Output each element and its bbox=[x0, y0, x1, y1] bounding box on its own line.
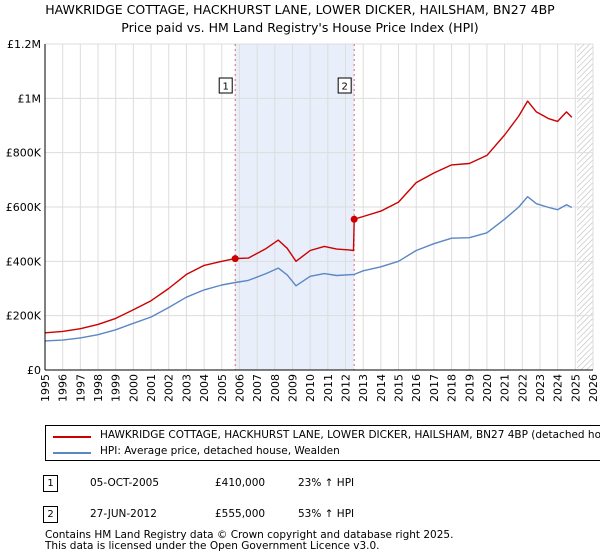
chart-subtitle: Price paid vs. HM Land Registry's House … bbox=[121, 20, 479, 35]
x-tick-label: 1995 bbox=[39, 374, 52, 402]
legend-swatch-hpi bbox=[53, 452, 91, 454]
sale-row-1: 1 05-OCT-2005 £410,000 23% ↑ HPI bbox=[0, 475, 600, 495]
x-tick-label: 2005 bbox=[216, 374, 229, 402]
x-tick-label: 2012 bbox=[340, 374, 353, 402]
sale-marker-box bbox=[218, 77, 233, 94]
sale-marker-badge: 1 bbox=[43, 475, 58, 492]
x-tick-label: 2024 bbox=[552, 374, 565, 402]
x-tick-label: 2025 bbox=[569, 374, 582, 402]
x-tick-label: 2015 bbox=[393, 374, 406, 402]
x-tick-label: 2003 bbox=[180, 374, 193, 402]
sale-marker-box bbox=[337, 77, 352, 94]
sale-price: £410,000 bbox=[215, 477, 266, 489]
x-tick-label: 2017 bbox=[428, 374, 441, 402]
footer-copyright: Contains HM Land Registry data © Crown c… bbox=[45, 529, 454, 541]
sale-marker-label: 2 bbox=[341, 82, 347, 93]
sale-price: £555,000 bbox=[215, 508, 266, 520]
legend-swatch-property bbox=[53, 436, 91, 438]
footer: Contains HM Land Registry data © Crown c… bbox=[45, 530, 453, 552]
legend: HAWKRIDGE COTTAGE, HACKHURST LANE, LOWER… bbox=[45, 425, 600, 461]
x-tick-label: 2022 bbox=[516, 374, 529, 402]
y-tick-label: £0 bbox=[27, 364, 41, 377]
y-tick-label: £200K bbox=[6, 310, 42, 323]
legend-label-hpi: HPI: Average price, detached house, Weal… bbox=[100, 445, 340, 457]
x-tick-label: 1996 bbox=[57, 374, 70, 402]
sale-date: 05-OCT-2005 bbox=[90, 477, 159, 489]
chart-title: HAWKRIDGE COTTAGE, HACKHURST LANE, LOWER… bbox=[45, 2, 555, 17]
x-tick-label: 1997 bbox=[74, 374, 87, 402]
x-tick-label: 2000 bbox=[127, 374, 140, 402]
x-tick-label: 2001 bbox=[145, 374, 158, 402]
sale-point bbox=[231, 255, 239, 263]
x-tick-label: 2011 bbox=[322, 374, 335, 402]
y-tick-label: £400K bbox=[6, 255, 42, 268]
sale-hpi-change: 23% ↑ HPI bbox=[298, 477, 355, 489]
x-tick-label: 2002 bbox=[163, 374, 176, 402]
hpi-line bbox=[44, 196, 573, 342]
x-tick-label: 2019 bbox=[463, 374, 476, 402]
sale-row-2: 2 27-JUN-2012 £555,000 53% ↑ HPI bbox=[0, 506, 600, 526]
x-tick-label: 2009 bbox=[286, 374, 299, 402]
y-tick-label: £1M bbox=[18, 92, 42, 105]
x-tick-label: 2016 bbox=[410, 374, 423, 402]
sale-point bbox=[350, 215, 358, 223]
footer-licence: This data is licensed under the Open Gov… bbox=[45, 540, 380, 552]
x-tick-label: 2026 bbox=[587, 374, 600, 402]
x-tick-label: 2008 bbox=[269, 374, 282, 402]
sale-date: 27-JUN-2012 bbox=[90, 508, 157, 520]
sale-marker-badge: 2 bbox=[43, 506, 58, 523]
x-tick-label: 2010 bbox=[304, 374, 317, 402]
sale-marker-label: 1 bbox=[223, 82, 229, 93]
legend-label-property: HAWKRIDGE COTTAGE, HACKHURST LANE, LOWER… bbox=[100, 429, 600, 441]
x-tick-label: 1998 bbox=[92, 374, 105, 402]
property-price-line bbox=[44, 100, 573, 334]
x-tick-label: 2006 bbox=[233, 374, 246, 402]
x-tick-label: 2021 bbox=[499, 374, 512, 402]
x-tick-label: 2020 bbox=[481, 374, 494, 402]
y-tick-label: £800K bbox=[6, 147, 42, 160]
x-tick-label: 2023 bbox=[534, 374, 547, 402]
x-tick-label: 2007 bbox=[251, 374, 264, 402]
x-tick-label: 2013 bbox=[357, 374, 370, 402]
x-tick-label: 2014 bbox=[375, 374, 388, 402]
x-tick-label: 2004 bbox=[198, 374, 211, 402]
y-tick-label: £600K bbox=[6, 201, 42, 214]
price-chart: 1 2 £0 £200K £400K £600K £800K £1M £1.2M 1995 199… bbox=[6, 38, 600, 402]
y-tick-label: £1.2M bbox=[7, 38, 41, 51]
x-tick-label: 2018 bbox=[446, 374, 459, 402]
x-tick-label: 1999 bbox=[110, 374, 123, 402]
sale-hpi-change: 53% ↑ HPI bbox=[298, 508, 355, 520]
